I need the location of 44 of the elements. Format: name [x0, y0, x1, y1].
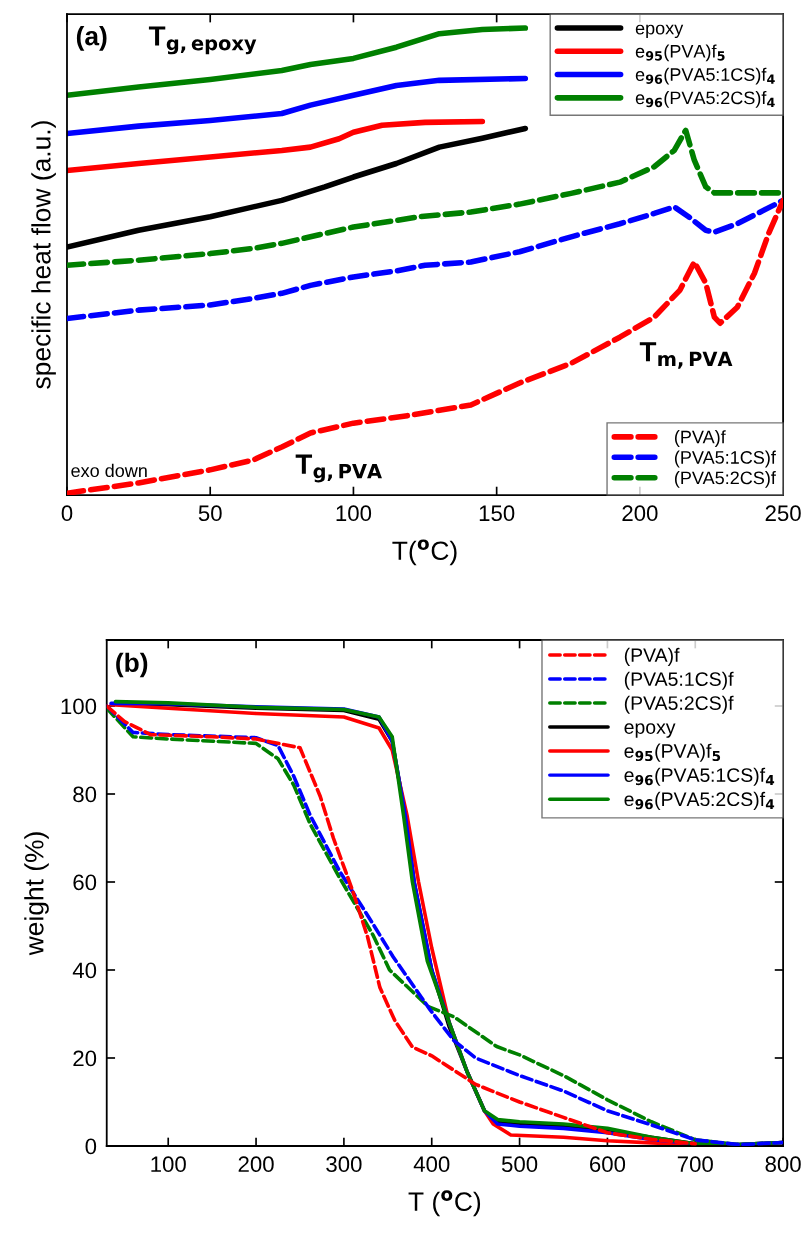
- y-tick-label: 80: [73, 786, 97, 803]
- legend-label: e$_{95}$(PVA)f$_{5}$: [624, 743, 721, 762]
- legend-label: (PVA5:1CS)f: [674, 450, 776, 468]
- x-tick-label: 400: [413, 1156, 450, 1173]
- x-tick-label: 0: [61, 505, 73, 522]
- annotation: T$_{g,epoxy}$: [148, 26, 257, 55]
- legend-label: (PVA5:2CS)f: [624, 695, 734, 714]
- x-tick-label: 600: [590, 1156, 626, 1173]
- legend-label: e$_{95}$(PVA)f$_{5}$: [635, 44, 725, 62]
- legend-label: (PVA5:2CS)f: [674, 471, 776, 488]
- annotation: T$_{m,PVA}$: [639, 342, 733, 369]
- x-tick-label: 300: [326, 1156, 362, 1173]
- x-tick-label: 200: [238, 1156, 274, 1173]
- legend-label: e$_{96}$(PVA5:2CS)f$_{4}$: [624, 791, 775, 810]
- y-tick-label: 100: [61, 698, 97, 715]
- annotation: (a): [76, 26, 107, 51]
- x-axis-title: T ($^{o}$C): [408, 1190, 481, 1217]
- legend-label: (PVA5:1CS)f: [624, 671, 734, 690]
- x-tick-label: 250: [765, 505, 801, 522]
- legend-label: epoxy: [635, 24, 684, 39]
- y-tick-label: 40: [72, 962, 97, 979]
- x-tick-label: 150: [479, 505, 515, 522]
- y-axis-title: weight (%): [24, 832, 49, 956]
- x-tick-label: 100: [151, 1156, 186, 1173]
- x-tick-label: 50: [198, 505, 222, 522]
- x-axis-title: T($^{o}$C): [392, 539, 457, 566]
- annotation: (b): [116, 652, 148, 678]
- x-tick-label: 500: [501, 1156, 538, 1173]
- x-tick-label: 100: [336, 505, 372, 522]
- annotation: exo down: [71, 463, 147, 478]
- y-tick-label: 20: [73, 1050, 97, 1067]
- x-tick-label: 700: [677, 1156, 713, 1173]
- legend-label: epoxy: [624, 723, 676, 738]
- annotation: T$_{g,PVA}$: [295, 454, 382, 483]
- legend-label: (PVA)f: [674, 430, 726, 447]
- legend-label: e$_{96}$(PVA5:1CS)f$_{4}$: [635, 67, 775, 85]
- y-tick-label: 60: [73, 874, 97, 891]
- x-tick-label: 200: [622, 505, 658, 522]
- legend-label: e$_{96}$(PVA5:2CS)f$_{4}$: [635, 90, 775, 108]
- y-tick-label: 0: [85, 1138, 97, 1155]
- x-tick-label: 800: [765, 1156, 801, 1173]
- y-axis-title: specific heat flow (a.u.): [31, 121, 56, 389]
- legend-label: (PVA)f: [624, 647, 680, 666]
- legend-label: e$_{96}$(PVA5:1CS)f$_{4}$: [624, 767, 775, 786]
